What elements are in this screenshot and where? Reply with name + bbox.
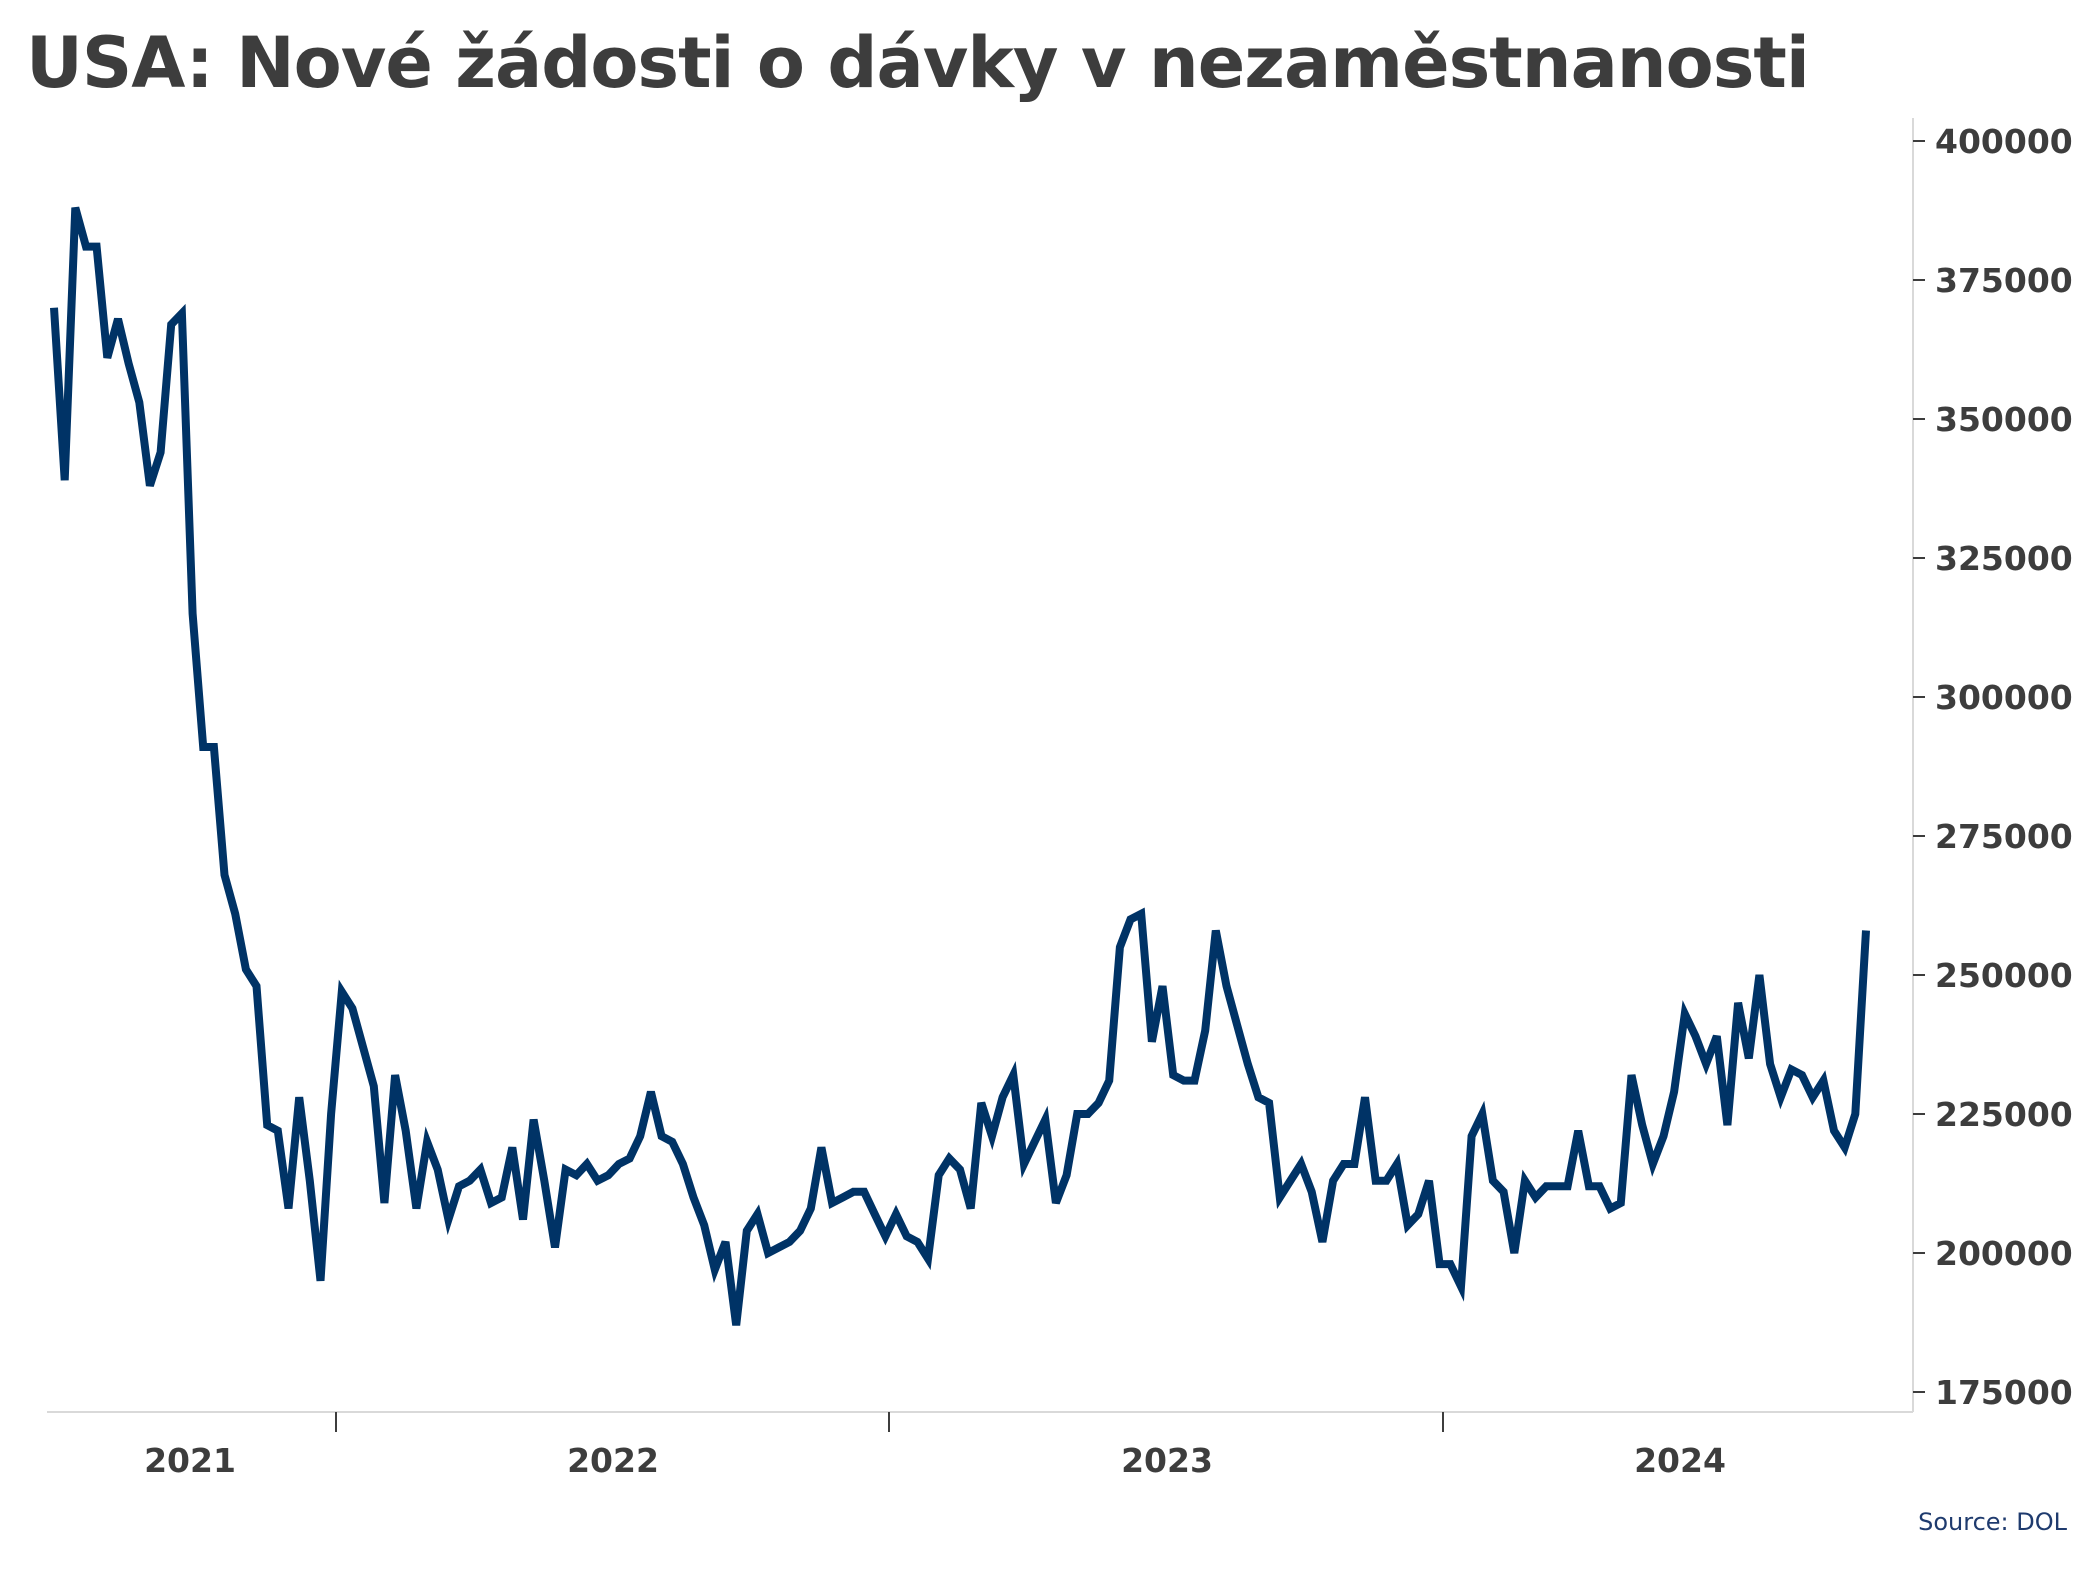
y-tick-label: 325000 (1935, 539, 2073, 578)
y-tick-label: 350000 (1935, 400, 2073, 439)
y-tick-label: 225000 (1935, 1095, 2073, 1134)
y-tick-label: 375000 (1935, 261, 2073, 300)
y-tick-label: 400000 (1935, 122, 2073, 161)
y-tick-label: 200000 (1935, 1234, 2073, 1273)
x-tick-label: 2022 (567, 1441, 659, 1480)
y-axis: 175000 200000 225000 250000 275000 300000 3250… (1913, 122, 2073, 1412)
source-note: Source: DOL (1918, 1508, 2067, 1536)
x-tick-label: 2021 (144, 1441, 236, 1480)
chart-title: USA: Nové žádosti o dávky v nezaměstnano… (26, 22, 1810, 104)
x-tick-label: 2023 (1121, 1441, 1213, 1480)
y-tick-label: 250000 (1935, 956, 2073, 995)
series-line (50, 206, 1870, 1326)
y-tick-label: 300000 (1935, 678, 2073, 717)
x-tick-label: 2024 (1634, 1441, 1726, 1480)
y-tick-label: 175000 (1935, 1373, 2073, 1412)
x-axis: 2021 2022 2023 2024 (144, 1412, 1726, 1480)
y-tick-label: 275000 (1935, 817, 2073, 856)
